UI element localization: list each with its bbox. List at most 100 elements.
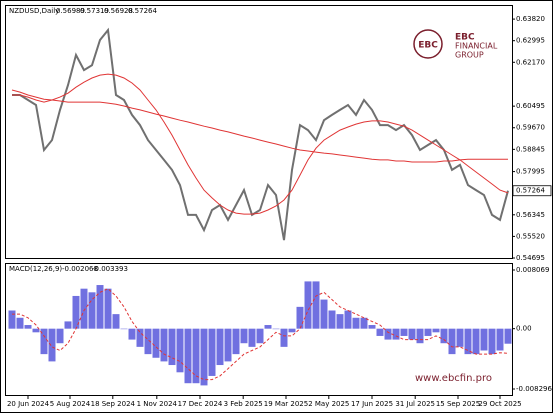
macd-bar	[496, 328, 504, 351]
macd-bar	[160, 328, 168, 362]
macd-bar	[392, 328, 400, 340]
price-panel	[5, 5, 513, 259]
macd-bar	[448, 328, 456, 355]
macd-bar	[88, 292, 96, 329]
macd-bar	[152, 328, 160, 358]
macd-bar	[256, 328, 264, 344]
header-value: -0.002068	[62, 265, 98, 273]
macd-bar	[272, 328, 280, 330]
x-tick-label: 2 May 2025	[308, 400, 349, 408]
macd-bar	[344, 310, 352, 329]
panel-title: MACD(12,26,9)	[9, 265, 62, 273]
last-price-box	[512, 185, 552, 197]
macd-bar	[360, 317, 368, 329]
macd-bar	[104, 288, 112, 329]
x-tick-label: 20 Jun 2024	[7, 400, 50, 408]
macd-bar	[48, 328, 56, 362]
macd-bar	[264, 325, 272, 329]
macd-bar	[400, 328, 408, 336]
y-tick-label: 0.55520	[516, 232, 545, 240]
macd-bar	[376, 328, 384, 336]
macd-bar	[216, 328, 224, 366]
watermark: www.ebcfin.pro	[415, 373, 492, 384]
x-tick-label: 5 Aug 2024	[50, 400, 91, 408]
logo-mark-2: EBC	[455, 33, 475, 43]
header-value: -0.003393	[92, 265, 128, 273]
y-tick-label: 0.00	[516, 325, 532, 333]
header-value: 0.56989	[56, 7, 85, 15]
macd-bar	[328, 310, 336, 329]
macd-bar	[472, 328, 480, 355]
logo-circle	[413, 29, 443, 59]
macd-bar	[312, 281, 320, 329]
macd-bar	[24, 325, 32, 329]
macd-bar	[40, 328, 48, 355]
y-tick-label: 0.59670	[516, 124, 545, 132]
macd-bar	[136, 328, 144, 347]
macd-bar	[128, 328, 136, 340]
macd-bar	[408, 328, 416, 340]
logo: EBC EBC FINANCIAL GROUP	[413, 29, 498, 60]
macd-bar	[208, 328, 216, 376]
series-line	[12, 288, 509, 381]
macd-bar	[192, 328, 200, 384]
macd-bar	[280, 328, 288, 347]
macd-bar	[112, 314, 120, 329]
y-tick-label: 0.58845	[516, 145, 545, 153]
x-tick-label: 17 Jun 2025	[351, 400, 393, 408]
macd-bar	[16, 317, 24, 329]
macd-bar	[384, 328, 392, 340]
macd-bar	[368, 325, 376, 329]
macd-bar	[248, 328, 256, 347]
x-tick-label: 31 Jul 2025	[395, 400, 435, 408]
macd-bar	[224, 328, 232, 362]
macd-bar	[176, 328, 184, 373]
macd-bar	[504, 328, 512, 344]
series-line	[12, 27, 509, 241]
macd-bar	[352, 317, 360, 329]
series-line	[12, 73, 509, 215]
macd-bar	[200, 328, 208, 386]
macd-bar	[464, 328, 472, 355]
macd-bar	[96, 285, 104, 329]
macd-bar	[296, 306, 304, 329]
macd-bar	[240, 328, 248, 344]
x-tick-label: 29 Oct 2025	[478, 400, 521, 408]
x-tick-label: 18 Sep 2024	[91, 400, 136, 408]
x-tick-label: 15 Sep 2025	[436, 400, 480, 408]
series-line	[11, 89, 508, 163]
x-tick-label: 3 Feb 2025	[224, 400, 263, 408]
macd-bar	[488, 328, 496, 355]
macd-bar	[56, 328, 64, 344]
macd-bar	[80, 288, 88, 329]
macd-panel	[5, 263, 513, 396]
y-tick-label: -0.008296	[516, 385, 552, 393]
macd-bar	[72, 295, 80, 329]
macd-bar	[64, 321, 72, 329]
logo-mark: EBC	[418, 41, 438, 51]
macd-bar	[32, 328, 40, 333]
macd-bar	[232, 328, 240, 355]
macd-bar	[168, 328, 176, 366]
x-tick-label: 17 Dec 2024	[178, 400, 223, 408]
header-value: 0.57319	[80, 7, 109, 15]
macd-bar	[416, 328, 424, 344]
macd-bar	[424, 328, 432, 336]
macd-bar	[8, 310, 16, 329]
macd-bar	[288, 328, 296, 333]
y-tick-label: 0.57995	[516, 168, 545, 176]
last-price-label: 0.57264	[516, 187, 545, 195]
y-tick-label: 0.62170	[516, 58, 545, 66]
y-tick-label: 0.60495	[516, 102, 545, 110]
macd-bar	[120, 328, 128, 330]
logo-line2: GROUP	[455, 51, 484, 60]
y-tick-label: 0.56345	[516, 211, 545, 219]
x-tick-label: 1 Nov 2024	[137, 400, 178, 408]
macd-bar	[480, 328, 488, 351]
macd-bar	[320, 299, 328, 329]
macd-bar	[440, 328, 448, 344]
macd-bar	[304, 281, 312, 329]
y-tick-label: 0.008069	[516, 266, 549, 274]
macd-bar	[432, 328, 440, 333]
